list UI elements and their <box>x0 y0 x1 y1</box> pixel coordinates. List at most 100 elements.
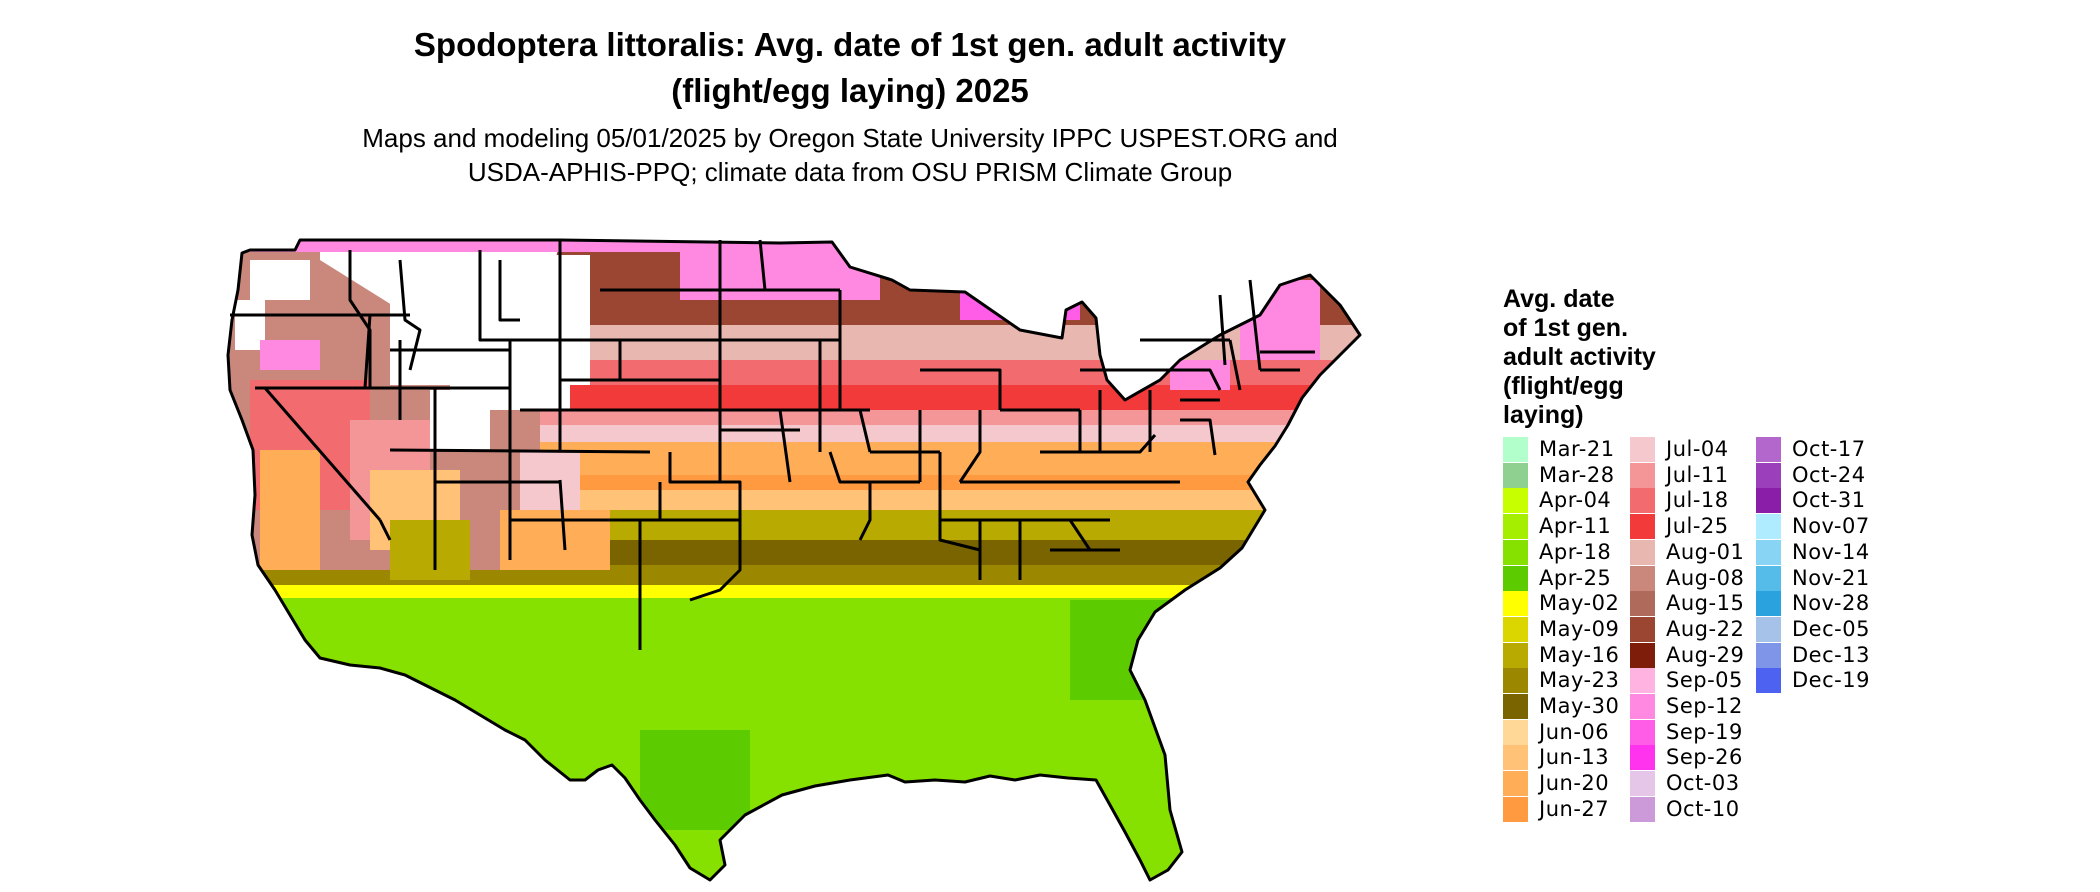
legend-label: Jun-20 <box>1539 771 1610 796</box>
legend-swatch <box>1756 437 1781 462</box>
map-subtitle: Maps and modeling 05/01/2025 by Oregon S… <box>300 121 1400 189</box>
legend-swatch <box>1503 539 1528 565</box>
legend-label: Aug-01 <box>1666 539 1745 564</box>
legend-label: Jul-18 <box>1666 488 1729 513</box>
legend-item: Sep-05 <box>1630 668 1770 694</box>
legend-swatch <box>1503 719 1528 745</box>
legend-title-line: adult activity <box>1503 343 1656 371</box>
legend-swatch <box>1630 462 1655 488</box>
legend-item: Aug-29 <box>1630 642 1770 668</box>
legend-title: Avg. date of 1st gen. adult activity (fl… <box>1503 285 1703 430</box>
legend-item: Oct-03 <box>1630 771 1770 797</box>
legend-swatch <box>1503 514 1528 540</box>
map-title-line-2: (flight/egg laying) 2025 <box>671 72 1029 109</box>
legend-label: Apr-11 <box>1539 514 1612 539</box>
legend-item: Dec-05 <box>1756 616 1896 642</box>
legend-label: Nov-14 <box>1792 539 1870 564</box>
legend-swatch <box>1630 668 1655 694</box>
legend-swatch <box>1756 668 1781 694</box>
legend-item: Jul-25 <box>1630 514 1770 540</box>
legend-swatch <box>1630 796 1655 822</box>
legend-item: Oct-24 <box>1756 462 1896 488</box>
legend-label: Aug-15 <box>1666 591 1745 616</box>
legend-swatch <box>1756 539 1781 565</box>
legend-label: Apr-25 <box>1539 565 1612 590</box>
map-title-line-1: Spodoptera littoralis: Avg. date of 1st … <box>413 26 1287 63</box>
legend-item: Aug-01 <box>1630 539 1770 565</box>
legend-item: Sep-26 <box>1630 745 1770 771</box>
legend-label: Jul-04 <box>1666 437 1729 461</box>
legend-item: Aug-22 <box>1630 616 1770 642</box>
legend-swatch <box>1630 437 1655 462</box>
legend-swatch <box>1756 565 1781 591</box>
legend-label: Oct-03 <box>1666 771 1740 796</box>
legend-label: May-02 <box>1539 591 1620 616</box>
legend-swatch <box>1503 616 1528 642</box>
legend-label: May-23 <box>1539 668 1620 693</box>
legend-label: Nov-07 <box>1792 514 1870 539</box>
legend-swatch <box>1503 565 1528 591</box>
legend-label: Aug-08 <box>1666 565 1745 590</box>
legend-label: May-16 <box>1539 642 1620 667</box>
legend-swatch <box>1630 771 1655 797</box>
legend-label: Apr-04 <box>1539 488 1612 513</box>
legend-label: Mar-28 <box>1539 462 1615 487</box>
legend-swatch <box>1630 694 1655 719</box>
legend-item: Apr-04 <box>1503 488 1643 514</box>
legend-label: Mar-21 <box>1539 437 1615 461</box>
legend-item: Jul-04 <box>1630 437 1770 462</box>
legend-item: Apr-11 <box>1503 514 1643 540</box>
legend-swatch <box>1630 591 1655 617</box>
legend-item: May-02 <box>1503 591 1643 617</box>
legend-swatch <box>1756 642 1781 668</box>
legend-swatch <box>1630 488 1655 514</box>
legend-item: Apr-18 <box>1503 539 1643 565</box>
legend-label: Oct-10 <box>1666 796 1740 821</box>
legend-item: Jun-27 <box>1503 796 1643 822</box>
legend-item: Nov-21 <box>1756 565 1896 591</box>
legend-label: Nov-21 <box>1792 565 1870 590</box>
legend-item: Dec-13 <box>1756 642 1896 668</box>
legend-swatch <box>1503 462 1528 488</box>
legend-label: Jun-13 <box>1539 745 1610 770</box>
map-title: Spodoptera littoralis: Avg. date of 1st … <box>300 22 1400 114</box>
legend-swatch <box>1630 616 1655 642</box>
legend-swatch <box>1503 796 1528 822</box>
legend-swatch <box>1630 719 1655 745</box>
legend-swatch <box>1503 745 1528 771</box>
legend-swatch <box>1503 771 1528 797</box>
legend-label: Apr-18 <box>1539 539 1612 564</box>
legend-swatch <box>1756 591 1781 617</box>
us-map <box>226 238 1362 882</box>
legend-label: May-09 <box>1539 616 1620 641</box>
legend-label: Nov-28 <box>1792 591 1870 616</box>
legend-label: Aug-22 <box>1666 616 1745 641</box>
legend-swatch <box>1503 668 1528 694</box>
legend-item: Nov-14 <box>1756 539 1896 565</box>
legend-label: Oct-17 <box>1792 437 1866 461</box>
legend-item: May-23 <box>1503 668 1643 694</box>
legend-item: May-30 <box>1503 694 1643 719</box>
legend-label: Jun-06 <box>1539 719 1610 744</box>
legend-item: Dec-19 <box>1756 668 1896 694</box>
legend-item: May-09 <box>1503 616 1643 642</box>
legend-swatch <box>1630 745 1655 771</box>
legend-item: Mar-28 <box>1503 462 1643 488</box>
legend-item: Jul-11 <box>1630 462 1770 488</box>
map-subtitle-line-2: USDA-APHIS-PPQ; climate data from OSU PR… <box>467 157 1233 187</box>
legend-swatch <box>1630 565 1655 591</box>
legend-swatch <box>1503 642 1528 668</box>
legend-swatch <box>1503 488 1528 514</box>
legend-swatch <box>1630 514 1655 540</box>
legend-label: May-30 <box>1539 694 1620 718</box>
legend-label: Dec-19 <box>1792 668 1870 693</box>
legend-item: Oct-10 <box>1630 796 1770 822</box>
legend-item: Jul-18 <box>1630 488 1770 514</box>
legend-label: Jul-11 <box>1666 462 1729 487</box>
legend-label: Jun-27 <box>1539 796 1610 821</box>
legend-item: Jun-06 <box>1503 719 1643 745</box>
legend-item: May-16 <box>1503 642 1643 668</box>
legend-item: Oct-31 <box>1756 488 1896 514</box>
legend-item: Jun-13 <box>1503 745 1643 771</box>
legend-swatch <box>1756 462 1781 488</box>
